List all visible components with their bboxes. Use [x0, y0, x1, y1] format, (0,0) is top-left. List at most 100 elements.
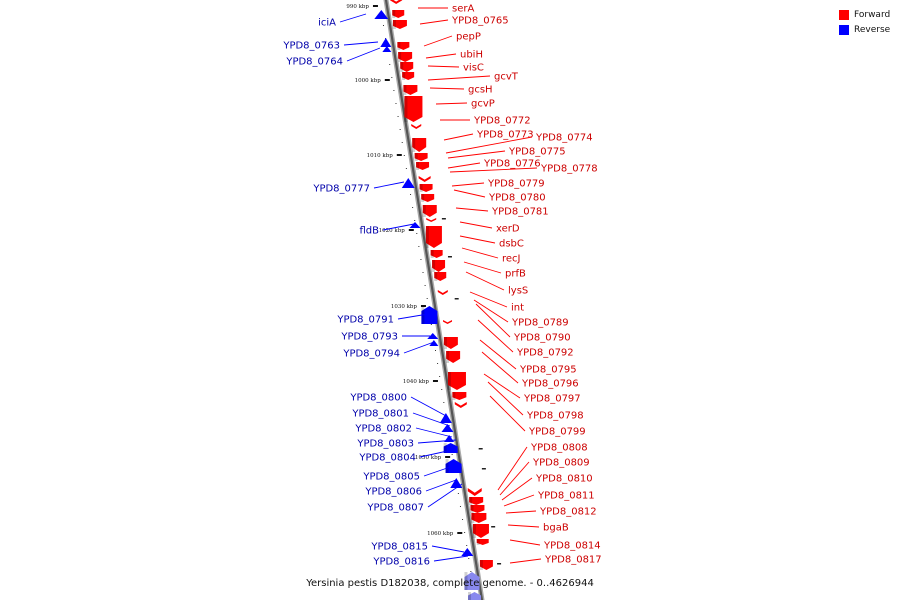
forward-gene-label: YPD8_0811 — [537, 491, 595, 502]
forward-gene-label: YPD8_0795 — [519, 365, 577, 376]
forward-gene-label: YPD8_0790 — [513, 333, 571, 344]
gene-arrow-shape — [402, 72, 415, 80]
legend-forward-label: Forward — [854, 10, 891, 20]
reverse-gene-arrow — [439, 413, 452, 423]
gene-arrow-shape — [472, 524, 489, 538]
forward-gene-arrow — [443, 320, 453, 324]
forward-gene-arrow — [472, 524, 489, 538]
forward-gene-label: YPD8_0778 — [540, 164, 598, 175]
minor-tick — [430, 324, 432, 325]
gene-arrow-shape — [468, 592, 482, 600]
scale-tick-label: 1000 kbp — [355, 78, 382, 84]
gene-arrow-shape — [422, 205, 437, 217]
minor-tick — [420, 259, 422, 260]
forward-gene-arrow — [400, 62, 414, 72]
forward-gene-arrow — [404, 96, 423, 122]
gene-arrow-shape — [471, 513, 487, 523]
forward-label-leader — [445, 136, 533, 154]
forward-gene-arrow — [471, 513, 487, 523]
gene-arrow-shape — [439, 413, 452, 423]
reverse-gene-arrow — [441, 424, 454, 432]
gene-arrow-shade — [447, 372, 451, 390]
forward-gene-arrow — [398, 52, 413, 62]
minor-tick — [464, 532, 466, 533]
reverse-label-leader — [403, 341, 435, 354]
reverse-gene-arrow — [427, 333, 439, 339]
gene-arrow-shape — [416, 162, 430, 170]
gene-arrow-shape — [418, 176, 431, 182]
gene-arrow-shade — [446, 351, 450, 363]
feature-tick — [481, 468, 486, 470]
gene-arrow-shade — [468, 592, 472, 600]
minor-tick — [383, 25, 384, 26]
forward-label-leader — [487, 381, 524, 416]
gene-arrow-shade — [402, 72, 406, 80]
forward-gene-label: YPD8_0779 — [487, 179, 545, 190]
legend-reverse-label: Reverse — [854, 25, 891, 35]
gene-arrow-shape — [469, 497, 484, 505]
genome-backbone — [384, 0, 484, 600]
gene-arrow-shade — [421, 194, 425, 202]
forward-gene-label: YPD8_0808 — [530, 443, 588, 454]
forward-gene-arrow — [397, 42, 410, 50]
forward-label-leader — [463, 261, 502, 274]
gene-arrow-shade — [412, 138, 416, 152]
gene-arrow-shape — [454, 402, 467, 408]
gene-arrow-shade — [472, 524, 476, 538]
forward-label-leader — [477, 319, 514, 353]
forward-gene-label: YPD8_0773 — [476, 130, 534, 141]
forward-gene-arrow — [447, 372, 466, 390]
minor-tick — [451, 454, 453, 455]
scale-tick-label: 1050 kbp — [415, 455, 442, 461]
forward-label-leader — [497, 446, 528, 491]
reverse-gene-arrow — [401, 178, 415, 188]
forward-gene-label: ubiH — [460, 50, 483, 61]
gene-arrow-shade — [452, 392, 456, 400]
reverse-label-leader — [410, 396, 449, 418]
minor-tick — [405, 168, 407, 169]
forward-label-leader — [509, 558, 542, 564]
reverse-label-leader — [427, 483, 463, 508]
gene-arrow-shade — [419, 184, 423, 192]
reverse-gene-label: YPD8_0816 — [372, 557, 430, 568]
minor-tick — [414, 220, 416, 221]
gene-arrow-shape — [447, 372, 466, 390]
gene-arrow-shape — [446, 351, 461, 363]
minor-tick — [395, 103, 397, 104]
forward-gene-arrow — [479, 560, 493, 570]
gene-arrow-shade — [403, 85, 407, 95]
forward-gene-arrow — [422, 205, 437, 217]
gene-arrow-shape — [421, 194, 435, 202]
reverse-gene-label: YPD8_0764 — [285, 57, 343, 68]
feature-tick — [447, 256, 452, 258]
reverse-gene-label: YPD8_0803 — [356, 439, 414, 450]
minor-tick — [457, 493, 459, 494]
gene-arrow-shape — [404, 96, 423, 122]
reverse-label-leader — [433, 555, 469, 562]
reverse-gene-arrow — [464, 572, 480, 590]
forward-gene-arrow — [419, 184, 433, 192]
forward-label-leader — [455, 207, 489, 212]
forward-label-leader — [443, 133, 474, 141]
reverse-gene-label: iciA — [318, 18, 336, 29]
gene-arrow-shade — [416, 162, 420, 170]
gene-arrow-shape — [430, 250, 443, 258]
forward-gene-arrow — [411, 124, 422, 129]
gene-arrow-shape — [443, 337, 458, 349]
forward-gene-arrow — [470, 505, 485, 513]
gene-arrow-shape — [398, 52, 413, 62]
minor-tick — [410, 194, 412, 195]
gene-arrow-shade — [443, 443, 447, 453]
minor-tick — [468, 558, 470, 559]
feature-tick — [478, 448, 483, 450]
gene-arrow-shade — [398, 52, 402, 62]
gene-arrow-shape — [374, 10, 389, 19]
gene-arrow-shade — [470, 505, 474, 513]
gene-arrow-shape — [427, 333, 439, 339]
gene-arrow-shade — [430, 250, 434, 258]
forward-label-leader — [419, 19, 449, 25]
minor-tick — [403, 155, 405, 156]
forward-gene-arrow — [469, 497, 484, 505]
forward-gene-label: visC — [463, 63, 484, 74]
gene-arrow-shade — [432, 260, 436, 272]
